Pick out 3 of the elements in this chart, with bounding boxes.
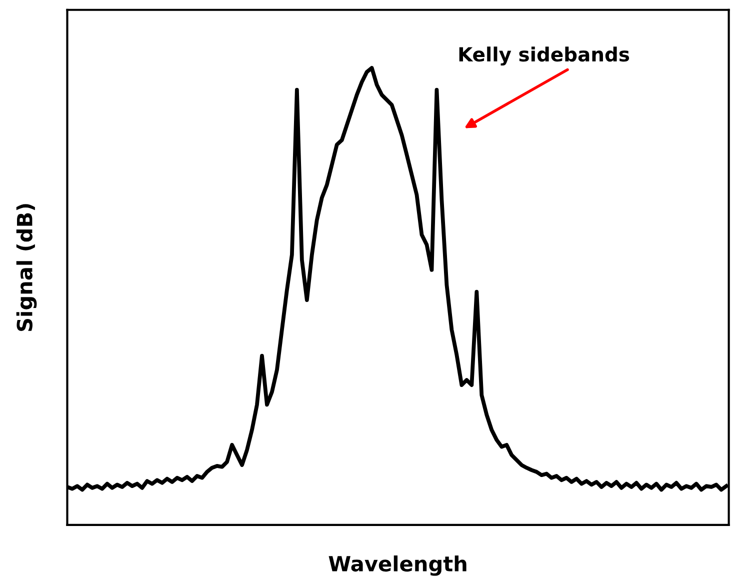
x-axis-title: Wavelength [328,555,466,576]
y-axis-title: Signal (dB) [16,204,37,331]
text: Kelly sidebands [459,46,630,66]
